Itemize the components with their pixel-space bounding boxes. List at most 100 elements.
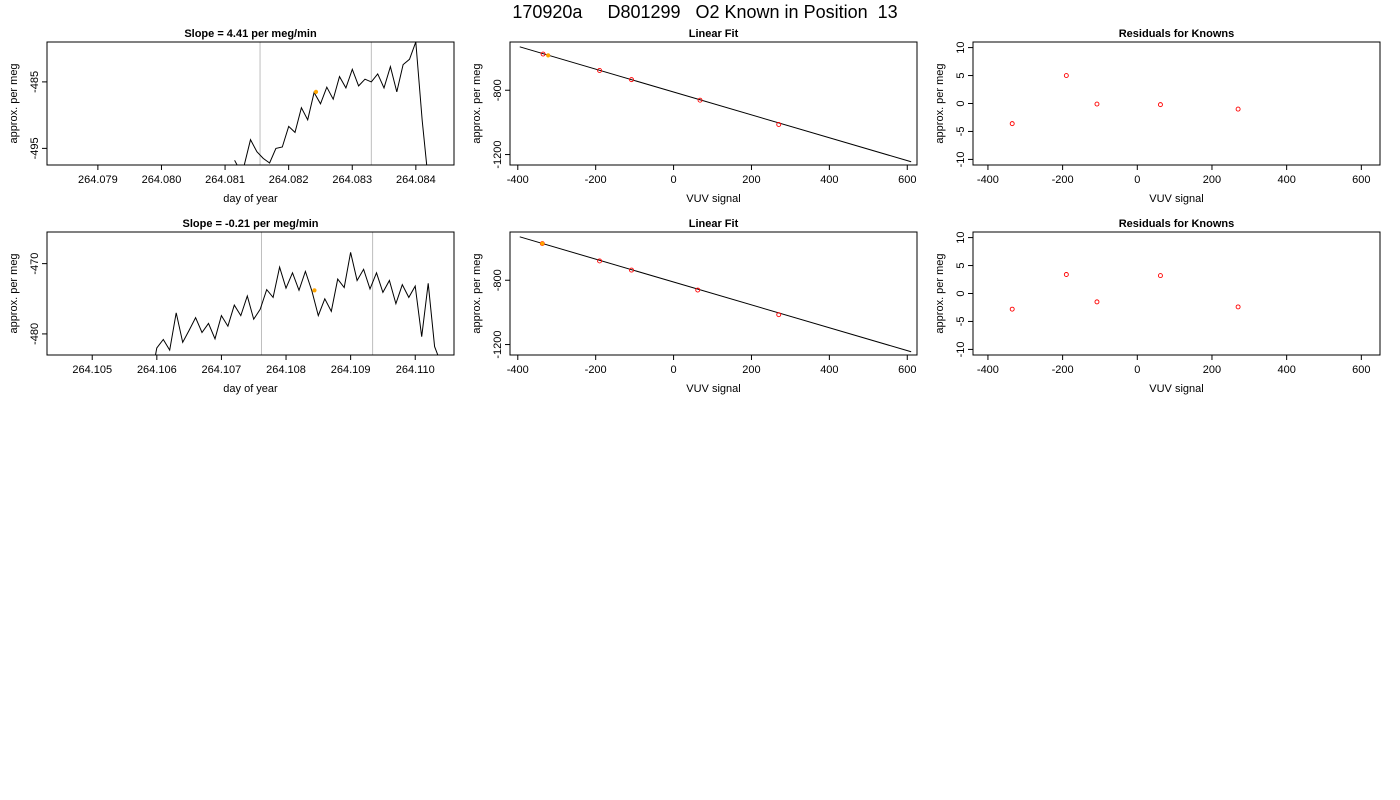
data-point: [597, 68, 603, 73]
x-tick-label: 200: [1203, 364, 1221, 376]
x-tick-label: 400: [1277, 174, 1295, 186]
x-tick-label: 200: [1203, 174, 1221, 186]
x-tick-label: 264.105: [72, 364, 112, 376]
fit-line: [519, 236, 912, 353]
x-tick-label: 600: [1352, 174, 1370, 186]
plot-frame: [509, 41, 918, 166]
y-tick-label: -10: [955, 341, 967, 357]
data-point: [1063, 272, 1069, 277]
y-axis-label: approx. per meg: [934, 253, 946, 333]
x-axis-label: VUV signal: [686, 383, 740, 395]
plot-frame: [972, 41, 1381, 166]
x-tick-label: 264.079: [78, 174, 118, 186]
plot-area: [519, 46, 912, 163]
y-tick-label: 0: [955, 100, 967, 106]
y-tick-label: -10: [955, 151, 967, 167]
data-point: [1235, 304, 1241, 310]
x-tick-label: 264.107: [202, 364, 242, 376]
data-point: [1157, 273, 1163, 279]
y-tick-label: -470: [29, 253, 41, 275]
plot-area: [155, 232, 439, 355]
data-point: [540, 51, 546, 57]
x-tick-label: 0: [671, 174, 677, 186]
panel-title: Residuals for Knowns: [1119, 28, 1235, 40]
data-point: [1009, 306, 1015, 312]
page-title: 170920a D801299 O2 Known in Position 13: [512, 2, 898, 22]
x-tick-label: -200: [585, 174, 607, 186]
panel-title: Slope = 4.41 per meg/min: [184, 28, 317, 40]
x-tick-label: -400: [977, 364, 999, 376]
data-point: [1063, 73, 1069, 78]
x-tick-label: -200: [1052, 364, 1074, 376]
plot-area: [1009, 272, 1241, 312]
y-tick-label: 10: [955, 231, 967, 243]
x-tick-label: -400: [507, 174, 529, 186]
x-tick-label: 264.109: [331, 364, 371, 376]
x-tick-label: 400: [1277, 364, 1295, 376]
x-axis-label: day of year: [223, 383, 278, 395]
highlight-point: [313, 89, 319, 94]
y-tick-label: 5: [955, 72, 967, 78]
x-tick-label: 600: [898, 364, 916, 376]
x-axis-label: day of year: [223, 193, 278, 205]
y-axis-label: approx. per meg: [934, 63, 946, 143]
x-tick-label: 264.106: [137, 364, 177, 376]
data-point: [629, 77, 634, 83]
fit-line: [519, 46, 912, 163]
y-axis-label: approx. per meg: [471, 63, 483, 143]
y-tick-label: -1200: [492, 330, 504, 358]
x-axis-label: VUV signal: [686, 193, 740, 205]
y-tick-label: -5: [955, 317, 967, 327]
y-tick-label: -495: [29, 137, 41, 159]
plot-frame: [509, 231, 918, 356]
data-point: [776, 122, 782, 127]
data-point: [776, 312, 782, 318]
x-tick-label: 200: [742, 364, 760, 376]
y-axis-label: approx. per meg: [8, 63, 20, 143]
data-point: [1009, 121, 1015, 127]
x-axis-label: VUV signal: [1149, 193, 1203, 205]
x-tick-label: 0: [671, 364, 677, 376]
y-axis-label: approx. per meg: [8, 253, 20, 333]
panel-title: Slope = -0.21 per meg/min: [182, 218, 318, 230]
x-tick-label: 200: [742, 174, 760, 186]
panel-row2-trace: Slope = -0.21 per meg/min 264.105 264.106 2…: [8, 218, 455, 395]
trace-line: [234, 42, 428, 165]
y-tick-label: 10: [955, 41, 967, 53]
data-point: [1094, 101, 1100, 107]
data-point: [695, 287, 701, 293]
panel-row1-trace: Slope = 4.41 per meg/min 264.079 264.080 26…: [8, 28, 455, 205]
y-tick-label: -800: [492, 79, 504, 101]
data-point: [1235, 106, 1241, 112]
panel-row2-fit: Linear Fit -400 -200 0 200 400 600 VUV signal -8…: [471, 218, 918, 395]
x-tick-label: 264.080: [142, 174, 182, 186]
highlight-point: [546, 53, 551, 58]
y-tick-label: -1200: [492, 140, 504, 168]
y-axis-label: approx. per meg: [471, 253, 483, 333]
x-tick-label: 600: [898, 174, 916, 186]
x-axis-label: VUV signal: [1149, 383, 1203, 395]
x-tick-label: -200: [1052, 174, 1074, 186]
highlight-point: [540, 241, 545, 246]
plot-area: [1009, 73, 1241, 127]
x-tick-label: 0: [1134, 174, 1140, 186]
x-tick-label: 264.110: [396, 364, 435, 376]
data-point: [629, 267, 634, 273]
y-tick-label: 0: [955, 290, 967, 296]
x-tick-label: 264.108: [266, 364, 306, 376]
x-tick-label: -400: [507, 364, 529, 376]
plot-area: [234, 42, 428, 165]
panel-row2-residuals: Residuals for Knowns -400 -200 0 200 400 600 VU…: [934, 218, 1381, 395]
panel-title: Linear Fit: [689, 218, 739, 230]
x-tick-label: 400: [820, 364, 838, 376]
panel-title: Linear Fit: [689, 28, 739, 40]
x-tick-label: -200: [585, 364, 607, 376]
x-tick-label: 264.082: [269, 174, 309, 186]
x-tick-label: 400: [820, 174, 838, 186]
x-tick-label: 264.081: [205, 174, 245, 186]
plot-frame: [46, 41, 455, 166]
data-point: [597, 258, 603, 264]
plot-area: [519, 236, 912, 353]
data-point: [1157, 102, 1163, 108]
